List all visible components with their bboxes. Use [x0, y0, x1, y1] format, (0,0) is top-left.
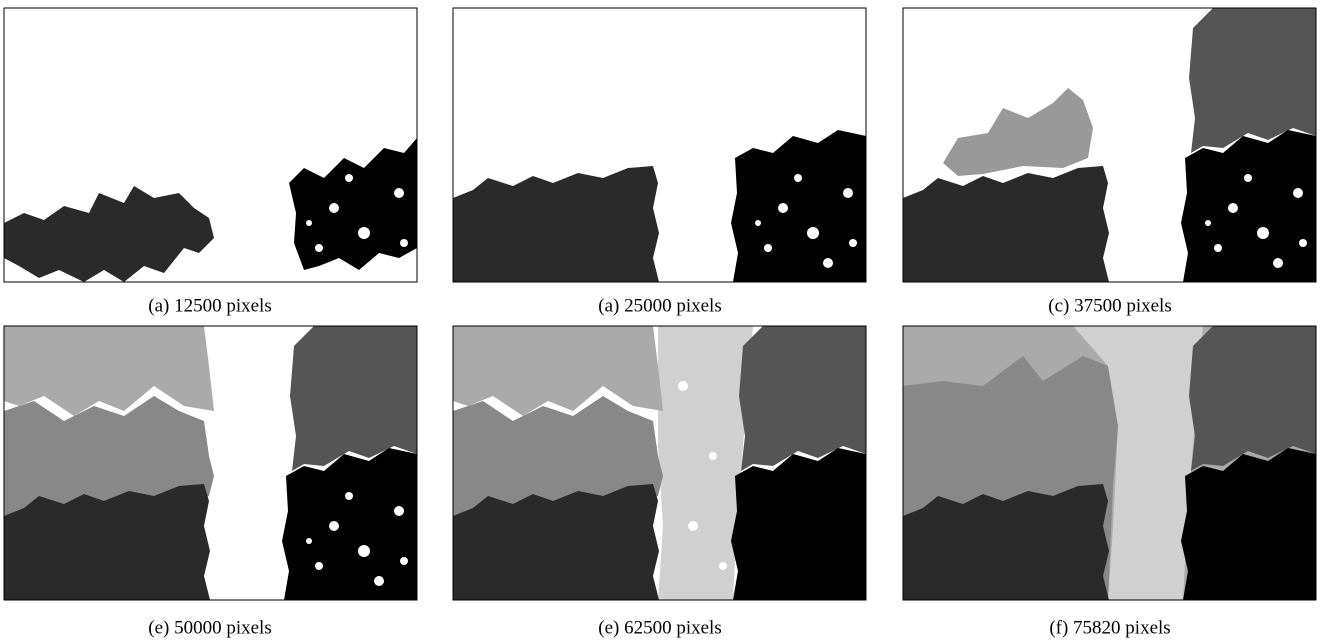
figure: (a) 12500 pixels (a) 25000 pixels (c) 37…	[0, 0, 1320, 644]
caption: (a) 25000 pixels	[598, 295, 721, 316]
panel-image	[4, 326, 417, 600]
panel-image	[903, 8, 1316, 282]
caption: (e) 62500 pixels	[598, 617, 721, 638]
panel-image	[903, 326, 1316, 600]
panel-image	[453, 326, 866, 600]
caption: (a) 12500 pixels	[148, 295, 271, 316]
panel-image	[4, 8, 417, 282]
caption: (c) 37500 pixels	[1048, 295, 1171, 316]
panel-image	[453, 8, 866, 282]
caption: (f) 75820 pixels	[1049, 617, 1170, 638]
caption: (e) 50000 pixels	[148, 617, 271, 638]
page: (a) 12500 pixels (a) 25000 pixels (c) 37…	[0, 0, 1320, 644]
